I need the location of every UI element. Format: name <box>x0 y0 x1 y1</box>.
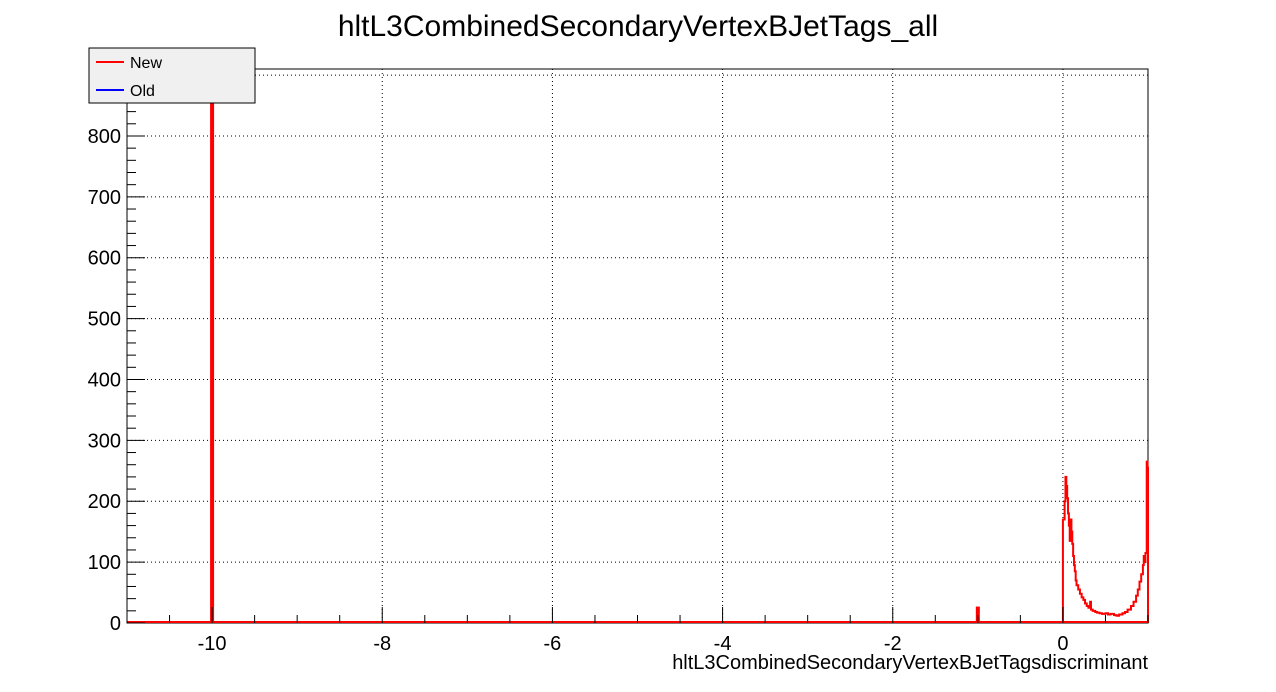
legend-label-new: New <box>130 55 162 72</box>
y-tick-label: 300 <box>88 430 121 452</box>
grid-layer <box>127 69 1148 623</box>
legend: New Old <box>88 47 256 104</box>
y-tick-label: 500 <box>88 309 121 331</box>
legend-box <box>88 47 256 104</box>
y-tick-label: 800 <box>88 126 121 148</box>
x-tick-label: -6 <box>544 633 562 655</box>
x-tick-label: -8 <box>373 633 391 655</box>
histogram-step-outline <box>1061 460 1149 623</box>
axis-layer: -10-8-6-4-200100200300400500600700800900 <box>88 65 1149 655</box>
x-axis-label: hltL3CombinedSecondaryVertexBJetTagsdisc… <box>672 652 1148 674</box>
series-layer <box>127 69 1149 623</box>
y-tick-label: 200 <box>88 491 121 513</box>
x-tick-label: -10 <box>198 633 227 655</box>
x-tick-label: -4 <box>714 633 732 655</box>
legend-label-old: Old <box>130 83 155 100</box>
x-tick-label: 0 <box>1057 633 1068 655</box>
y-tick-label: 700 <box>88 187 121 209</box>
y-tick-label: 0 <box>110 613 121 635</box>
y-tick-label: 600 <box>88 248 121 270</box>
chart-title: hltL3CombinedSecondaryVertexBJetTags_all <box>338 10 938 43</box>
y-tick-label: 100 <box>88 552 121 574</box>
y-tick-label: 400 <box>88 369 121 391</box>
x-tick-label: -2 <box>884 633 902 655</box>
plot-frame <box>126 68 1149 624</box>
